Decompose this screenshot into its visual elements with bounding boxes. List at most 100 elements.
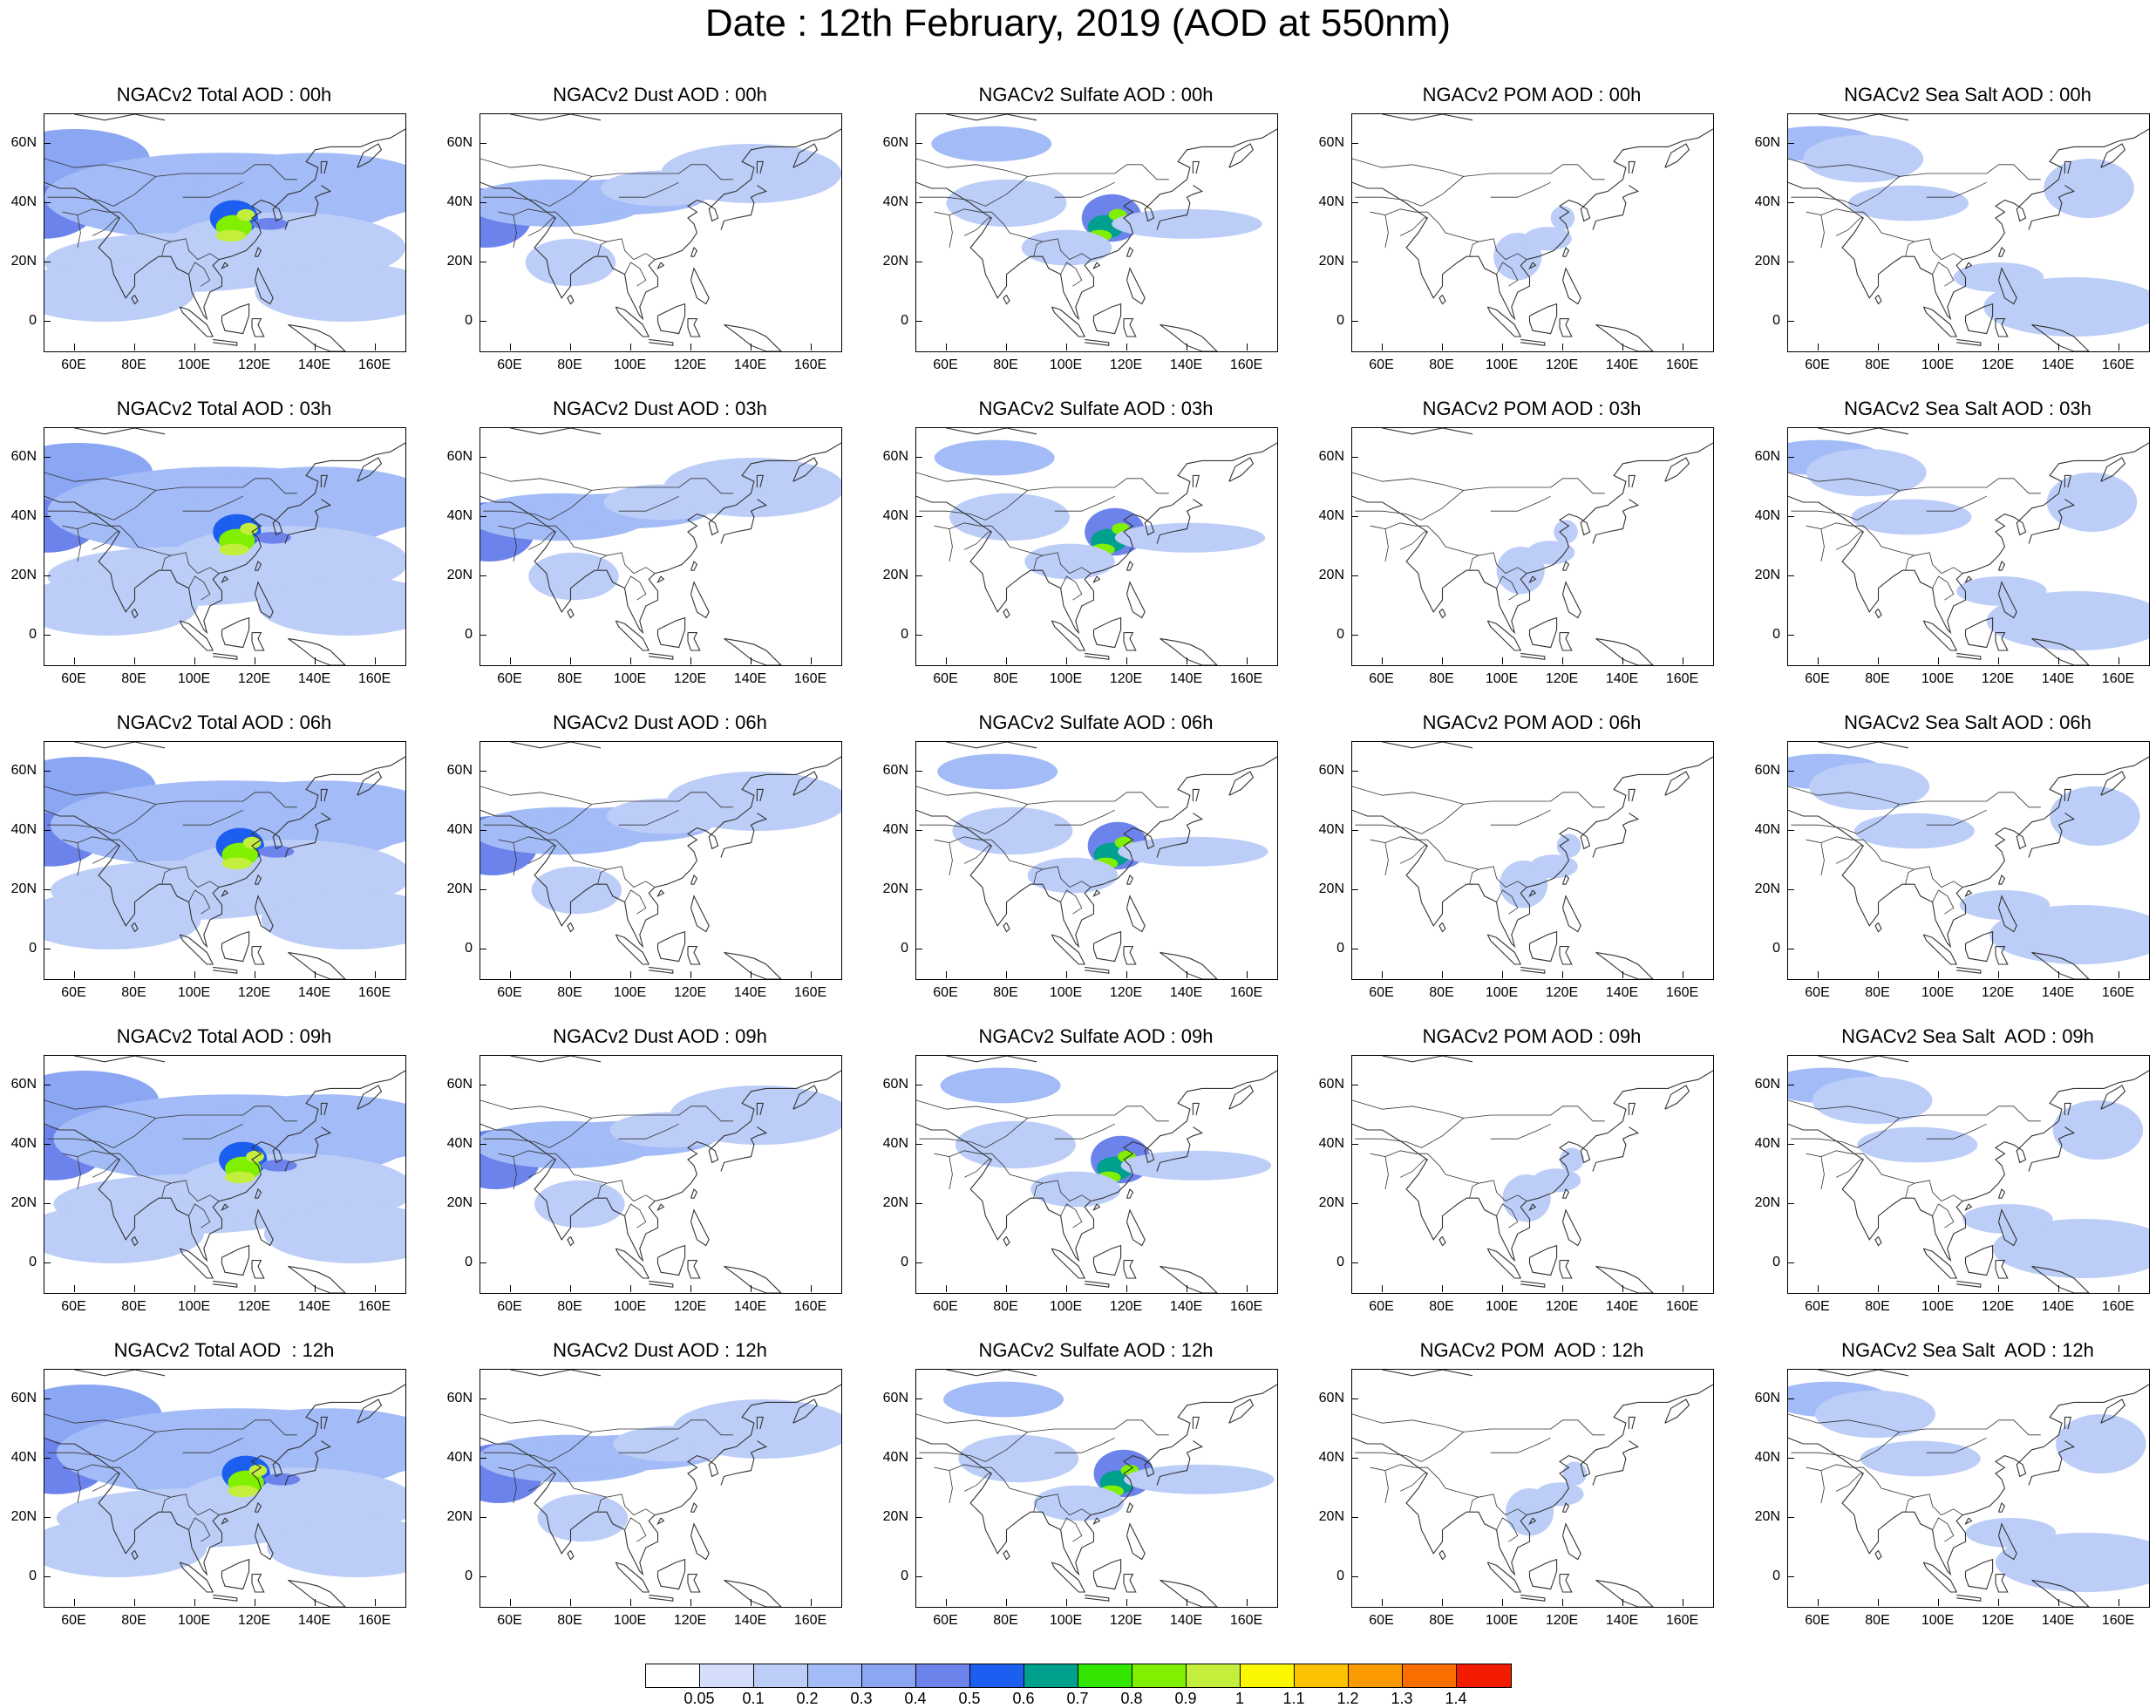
lon-tick — [1381, 657, 1383, 664]
coastline — [1382, 742, 1473, 749]
coastline — [597, 868, 608, 885]
coastline — [1836, 1473, 1864, 1492]
lon-tick — [629, 1285, 631, 1292]
coastline — [1352, 128, 1713, 321]
coastline — [1956, 1594, 1982, 1602]
colorbar-label: 0.1 — [742, 1690, 765, 1707]
coastline — [649, 338, 674, 346]
coastline — [510, 1056, 602, 1063]
lat-tick — [479, 1576, 486, 1577]
lat-tick — [1787, 1398, 1794, 1399]
coastline — [284, 813, 332, 858]
coastline — [756, 474, 765, 488]
lon-tick — [810, 1285, 812, 1292]
coastline — [1160, 1265, 1218, 1293]
lat-tick — [915, 1576, 922, 1577]
coastline — [916, 756, 1277, 949]
coastline — [1123, 1574, 1137, 1593]
map-plot-area — [1787, 1369, 2150, 1608]
lon-tick-label: 140E — [2041, 357, 2075, 372]
aerosol-plume — [228, 1485, 258, 1498]
coastline — [44, 472, 156, 491]
aerosol-field — [1502, 1147, 1584, 1222]
lon-tick — [569, 344, 571, 350]
lon-tick-label: 100E — [1921, 1299, 1955, 1314]
coastline — [656, 1558, 686, 1590]
coastline — [1820, 208, 1963, 261]
coastline — [1520, 1280, 1546, 1288]
lon-tick — [1622, 971, 1623, 978]
lon-tick — [810, 657, 812, 664]
coastline — [1400, 1159, 1428, 1178]
lon-tick-label: 120E — [237, 357, 271, 372]
aerosol-plume — [242, 836, 262, 849]
map-plot-area — [1351, 113, 1714, 352]
aerosol-plume — [248, 1464, 268, 1477]
coastline — [1561, 1522, 1581, 1561]
coastline — [985, 792, 1169, 834]
lon-tick-label: 160E — [793, 671, 827, 686]
coastline — [1054, 1437, 1115, 1453]
coastline — [77, 836, 220, 888]
aerosol-plume — [937, 753, 1058, 790]
map-plot-area — [1787, 113, 2150, 352]
lat-tick-label: 40N — [1318, 194, 1344, 209]
colorbar-swatch — [1349, 1664, 1403, 1687]
lat-tick — [915, 143, 922, 144]
lon-tick — [1005, 1599, 1007, 1606]
lat-tick — [1351, 516, 1358, 517]
lon-tick — [1561, 344, 1563, 350]
lat-tick — [479, 516, 486, 517]
coastline — [687, 1574, 701, 1593]
lon-tick-label: 60E — [497, 671, 522, 686]
lat-tick-label: 40N — [882, 508, 908, 523]
aerosol-plume — [1857, 1126, 1978, 1163]
lon-tick-label: 60E — [61, 1613, 86, 1628]
lat-tick-label: 0 — [1772, 1255, 1780, 1269]
lat-tick-label: 60N — [1754, 135, 1780, 150]
coastline — [1995, 1574, 2009, 1593]
coastline — [964, 845, 992, 864]
figure-title: Date : 12th February, 2019 (AOD at 550nm… — [704, 2, 1452, 44]
lon-tick-label: 120E — [1545, 985, 1579, 1000]
lat-tick-label: 0 — [1772, 1569, 1780, 1583]
lon-tick-label: 60E — [497, 985, 522, 1000]
coastline — [1352, 442, 1713, 635]
coastline — [1486, 620, 1522, 651]
aerosol-field — [1788, 753, 2149, 964]
coastline — [756, 160, 765, 174]
lat-tick-label: 60N — [10, 763, 37, 778]
coastline — [320, 1416, 329, 1430]
lat-tick — [1787, 1203, 1794, 1204]
coastline — [1997, 1522, 2017, 1561]
lon-tick-label: 140E — [1169, 671, 1203, 686]
panel-title: NGACv2 Dust AOD : 03h — [553, 398, 767, 419]
coastline — [254, 267, 274, 305]
lon-tick-label: 80E — [1429, 671, 1454, 686]
coastline — [1092, 1558, 1122, 1590]
lon-tick-label: 140E — [733, 1299, 767, 1314]
lat-tick — [479, 635, 486, 636]
panel-title: NGACv2 Sulfate AOD : 06h — [978, 711, 1214, 733]
lon-tick — [133, 344, 135, 350]
coastline — [1496, 1517, 1519, 1542]
lon-tick-label: 160E — [1229, 1299, 1263, 1314]
coastline — [113, 1106, 297, 1148]
coastline — [44, 1099, 156, 1119]
coastline — [2028, 499, 2076, 544]
lat-tick — [1351, 1517, 1358, 1518]
coastline — [1628, 1416, 1636, 1430]
lat-tick — [44, 1517, 51, 1518]
coastline — [44, 158, 156, 177]
coastline — [549, 478, 733, 521]
coastline — [1528, 616, 1558, 649]
coastline — [1664, 771, 1690, 796]
coastline — [1092, 930, 1122, 963]
aerosol-plume — [44, 1518, 207, 1577]
coastline — [792, 1398, 819, 1424]
aerosol-plume — [2056, 1414, 2146, 1473]
coastline — [1857, 1106, 2041, 1148]
coastline — [510, 1370, 602, 1377]
lat-tick-label: 40N — [882, 194, 908, 209]
coastline — [221, 889, 229, 898]
